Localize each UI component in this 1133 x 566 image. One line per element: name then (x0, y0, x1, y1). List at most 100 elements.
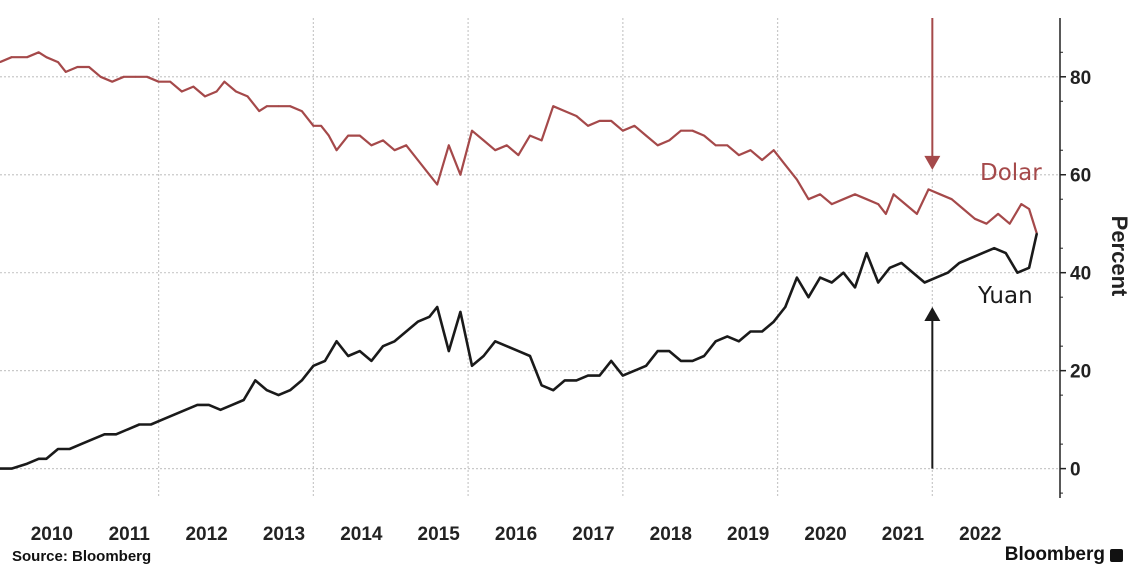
data-point-dolar (877, 203, 880, 206)
data-point-dolar (761, 159, 763, 161)
data-point-yuan (80, 443, 83, 445)
data-point-dolar (950, 198, 953, 201)
data-point-dolar (885, 213, 887, 215)
x-tick-label: 2015 (418, 524, 461, 545)
series-line-dolar (0, 51, 1038, 234)
data-point-dolar (180, 90, 183, 93)
data-point-dolar (807, 198, 810, 201)
x-tick-label: 2018 (650, 524, 692, 545)
data-point-dolar (45, 56, 48, 59)
data-point-dolar (738, 154, 740, 157)
data-point-dolar (939, 193, 941, 196)
x-tick-label: 2010 (31, 524, 73, 545)
data-point-yuan (150, 423, 152, 426)
data-point-yuan (552, 389, 555, 392)
data-point-yuan (784, 306, 787, 308)
data-point-yuan (37, 457, 40, 460)
data-point-dolar (865, 198, 868, 201)
data-point-dolar (88, 66, 90, 68)
data-point-dolar (215, 90, 218, 93)
data-point-dolar (436, 183, 439, 186)
data-point-yuan (138, 423, 141, 426)
data-point-dolar (842, 198, 845, 201)
data-point-dolar (99, 75, 102, 78)
data-point-yuan (1035, 232, 1038, 235)
x-tick-label: 2019 (727, 524, 769, 545)
data-point-dolar (157, 80, 160, 83)
data-point-dolar (985, 222, 988, 225)
data-point-dolar (633, 124, 636, 127)
data-point-dolar (447, 144, 450, 147)
data-point-yuan (57, 448, 59, 450)
data-point-yuan (1016, 271, 1019, 274)
data-point-dolar (358, 134, 361, 137)
data-point-dolar (471, 129, 473, 132)
data-point-dolar (347, 134, 350, 137)
data-point-yuan (575, 379, 578, 382)
data-point-yuan (416, 320, 419, 323)
data-point-yuan (115, 433, 117, 436)
horizontal-gridlines (0, 76, 1060, 470)
data-point-yuan (819, 276, 821, 279)
data-point-dolar (726, 144, 729, 147)
data-point-dolar (235, 90, 237, 93)
data-point-yuan (347, 355, 350, 357)
data-point-dolar (830, 203, 833, 206)
data-point-yuan (877, 281, 880, 284)
data-point-yuan (196, 404, 199, 406)
data-point-dolar (266, 105, 268, 108)
data-point-yuan (370, 360, 373, 362)
data-point-yuan (958, 262, 961, 264)
data-point-dolar (575, 115, 578, 117)
data-point-yuan (1004, 252, 1007, 255)
data-point-yuan (923, 281, 926, 284)
data-point-dolar (277, 105, 280, 108)
data-point-dolar (223, 80, 226, 83)
source-note: Source: Bloomberg (12, 548, 152, 565)
data-point-dolar (26, 56, 28, 59)
data-point-yuan (242, 399, 245, 401)
data-point-dolar (587, 124, 589, 127)
data-point-yuan (749, 330, 752, 333)
data-point-dolar (122, 75, 125, 78)
data-point-yuan (529, 355, 531, 357)
data-point-yuan (173, 413, 176, 416)
data-point-dolar (610, 120, 613, 122)
data-point-yuan (807, 296, 810, 299)
data-point-dolar (529, 134, 531, 137)
data-point-dolar (0, 61, 1, 63)
data-point-dolar (714, 144, 717, 147)
x-tick-label: 2016 (495, 524, 537, 545)
data-point-yuan (761, 330, 763, 333)
data-point-dolar (416, 159, 419, 161)
data-point-yuan (45, 457, 48, 460)
data-point-yuan (405, 330, 408, 333)
data-point-yuan (91, 438, 94, 441)
data-point-yuan (981, 252, 984, 255)
data-point-dolar (300, 110, 303, 112)
data-point-dolar (916, 213, 918, 215)
x-tick-label: 2013 (263, 524, 305, 545)
data-point-dolar (691, 129, 694, 132)
data-point-dolar (703, 134, 705, 137)
data-point-yuan (231, 404, 234, 406)
data-point-yuan (482, 355, 485, 357)
data-point-yuan (691, 360, 694, 362)
data-point-yuan (358, 350, 361, 352)
data-point-dolar (749, 149, 752, 152)
data-point-yuan (668, 350, 671, 352)
data-point-yuan (266, 389, 268, 392)
data-point-yuan (382, 345, 384, 348)
x-axis: 2010 2011 2012 2013 2014 2015 2016 2017 2018 2019… (31, 524, 1002, 545)
x-tick-label: 2012 (185, 524, 227, 545)
arrow-up-head-icon (924, 306, 941, 321)
data-point-yuan (680, 360, 682, 362)
data-point-dolar (335, 149, 338, 152)
data-point-yuan (656, 350, 659, 352)
data-point-yuan (610, 360, 613, 362)
data-point-yuan (621, 374, 624, 377)
data-point-dolar (192, 85, 195, 88)
data-point-yuan (517, 350, 520, 352)
data-point-yuan (161, 418, 164, 421)
